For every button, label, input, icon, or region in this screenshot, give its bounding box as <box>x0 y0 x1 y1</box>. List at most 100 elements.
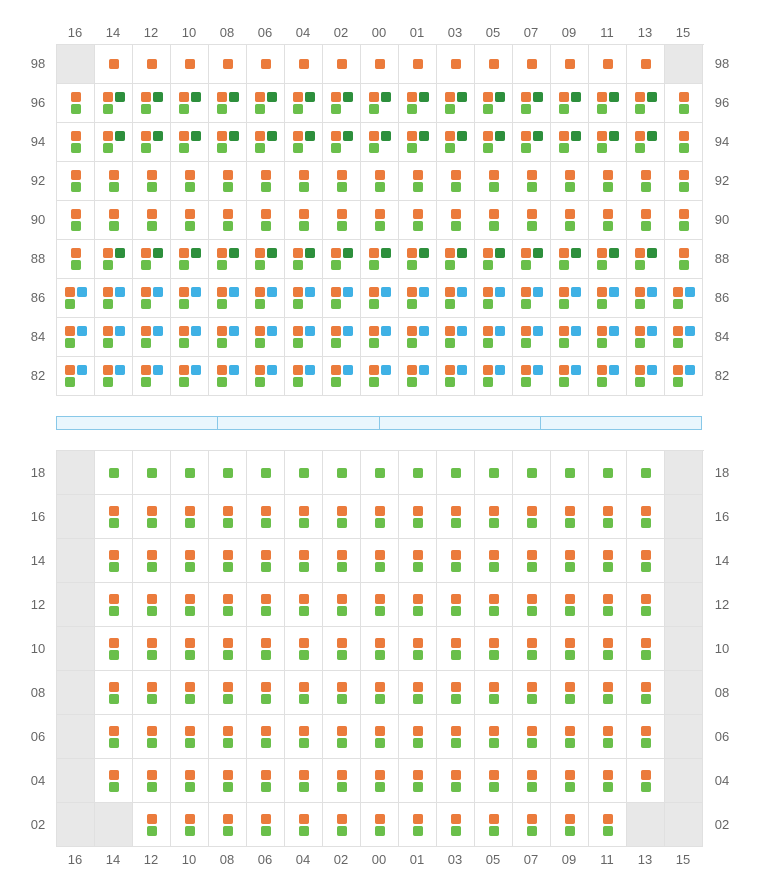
slot-cell[interactable] <box>551 45 589 84</box>
slot-cell[interactable] <box>475 201 513 240</box>
slot-cell[interactable] <box>57 123 95 162</box>
slot-cell[interactable] <box>285 318 323 357</box>
slot-cell[interactable] <box>247 123 285 162</box>
slot-cell[interactable] <box>247 357 285 396</box>
slot-cell[interactable] <box>437 715 475 759</box>
slot-cell[interactable] <box>171 495 209 539</box>
slot-cell[interactable] <box>399 495 437 539</box>
slot-cell[interactable] <box>513 240 551 279</box>
slot-cell[interactable] <box>437 84 475 123</box>
slot-cell[interactable] <box>627 162 665 201</box>
slot-cell[interactable] <box>589 627 627 671</box>
slot-cell[interactable] <box>95 539 133 583</box>
slot-cell[interactable] <box>95 279 133 318</box>
slot-cell[interactable] <box>513 627 551 671</box>
slot-cell[interactable] <box>475 240 513 279</box>
slot-cell[interactable] <box>361 201 399 240</box>
slot-cell[interactable] <box>171 583 209 627</box>
slot-cell[interactable] <box>209 759 247 803</box>
slot-cell[interactable] <box>513 279 551 318</box>
slot-cell[interactable] <box>437 240 475 279</box>
slot-cell[interactable] <box>589 715 627 759</box>
slot-cell[interactable] <box>57 627 95 671</box>
slot-cell[interactable] <box>437 123 475 162</box>
slot-cell[interactable] <box>57 201 95 240</box>
slot-cell[interactable] <box>247 803 285 847</box>
slot-cell[interactable] <box>475 318 513 357</box>
slot-cell[interactable] <box>209 45 247 84</box>
slot-cell[interactable] <box>627 123 665 162</box>
slot-cell[interactable] <box>171 539 209 583</box>
slot-cell[interactable] <box>133 627 171 671</box>
slot-cell[interactable] <box>285 495 323 539</box>
slot-cell[interactable] <box>513 357 551 396</box>
slot-cell[interactable] <box>285 627 323 671</box>
slot-cell[interactable] <box>95 201 133 240</box>
slot-cell[interactable] <box>399 84 437 123</box>
slot-cell[interactable] <box>475 495 513 539</box>
slot-cell[interactable] <box>627 279 665 318</box>
slot-cell[interactable] <box>247 45 285 84</box>
slot-cell[interactable] <box>437 671 475 715</box>
slot-cell[interactable] <box>323 162 361 201</box>
slot-cell[interactable] <box>551 123 589 162</box>
slot-cell[interactable] <box>323 357 361 396</box>
slot-cell[interactable] <box>589 803 627 847</box>
slot-cell[interactable] <box>399 803 437 847</box>
slot-cell[interactable] <box>95 240 133 279</box>
slot-cell[interactable] <box>323 84 361 123</box>
slot-cell[interactable] <box>95 803 133 847</box>
slot-cell[interactable] <box>323 201 361 240</box>
slot-cell[interactable] <box>133 240 171 279</box>
slot-cell[interactable] <box>133 84 171 123</box>
slot-cell[interactable] <box>551 318 589 357</box>
slot-cell[interactable] <box>133 495 171 539</box>
slot-cell[interactable] <box>627 357 665 396</box>
slot-cell[interactable] <box>285 240 323 279</box>
slot-cell[interactable] <box>247 84 285 123</box>
slot-cell[interactable] <box>361 671 399 715</box>
slot-cell[interactable] <box>665 357 703 396</box>
slot-cell[interactable] <box>323 539 361 583</box>
slot-cell[interactable] <box>247 539 285 583</box>
slot-cell[interactable] <box>95 759 133 803</box>
slot-cell[interactable] <box>323 279 361 318</box>
slot-cell[interactable] <box>57 45 95 84</box>
slot-cell[interactable] <box>361 583 399 627</box>
slot-cell[interactable] <box>247 495 285 539</box>
slot-cell[interactable] <box>513 162 551 201</box>
slot-cell[interactable] <box>513 803 551 847</box>
slot-cell[interactable] <box>513 759 551 803</box>
slot-cell[interactable] <box>209 84 247 123</box>
slot-cell[interactable] <box>323 123 361 162</box>
slot-cell[interactable] <box>57 279 95 318</box>
slot-cell[interactable] <box>323 495 361 539</box>
slot-cell[interactable] <box>513 671 551 715</box>
slot-cell[interactable] <box>475 671 513 715</box>
slot-cell[interactable] <box>209 201 247 240</box>
slot-cell[interactable] <box>399 627 437 671</box>
slot-cell[interactable] <box>551 201 589 240</box>
slot-cell[interactable] <box>437 495 475 539</box>
slot-cell[interactable] <box>247 715 285 759</box>
slot-cell[interactable] <box>323 759 361 803</box>
slot-cell[interactable] <box>513 123 551 162</box>
slot-cell[interactable] <box>475 539 513 583</box>
slot-cell[interactable] <box>95 451 133 495</box>
slot-cell[interactable] <box>627 671 665 715</box>
slot-cell[interactable] <box>399 583 437 627</box>
slot-cell[interactable] <box>57 803 95 847</box>
slot-cell[interactable] <box>475 84 513 123</box>
slot-cell[interactable] <box>475 279 513 318</box>
slot-cell[interactable] <box>95 627 133 671</box>
slot-cell[interactable] <box>475 451 513 495</box>
slot-cell[interactable] <box>627 583 665 627</box>
slot-cell[interactable] <box>171 123 209 162</box>
slot-cell[interactable] <box>475 45 513 84</box>
slot-cell[interactable] <box>285 451 323 495</box>
slot-cell[interactable] <box>247 240 285 279</box>
slot-cell[interactable] <box>95 583 133 627</box>
slot-cell[interactable] <box>57 162 95 201</box>
slot-cell[interactable] <box>627 495 665 539</box>
slot-cell[interactable] <box>589 123 627 162</box>
